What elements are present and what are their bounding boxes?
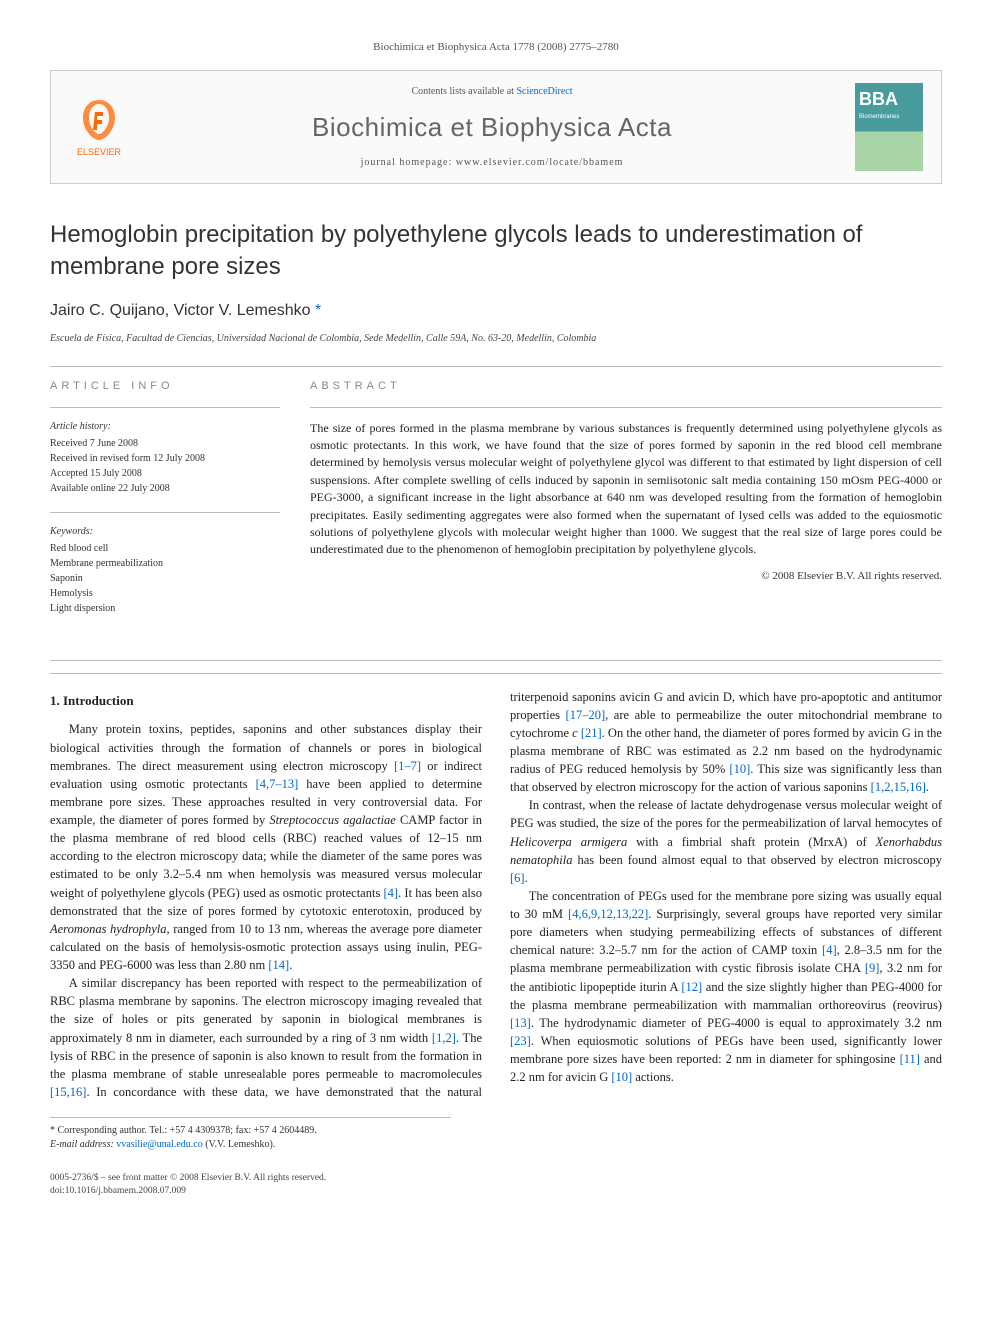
text-run: has been found almost equal to that obse… [573,853,943,867]
citation-link[interactable]: [1–7] [394,759,421,773]
divider [50,366,942,367]
corresponding-star-icon: * [315,302,321,319]
keyword: Saponin [50,571,280,586]
homepage-prefix: journal homepage: [361,157,456,168]
citation-link[interactable]: [23] [510,1034,531,1048]
text-run: A similar discrepancy has been reported … [50,976,482,1044]
journal-cover-icon: BBA Biomembranes [855,83,923,171]
contents-prefix: Contents lists available at [411,86,516,97]
citation-link[interactable]: [4] [822,943,837,957]
citation-link[interactable]: [6] [510,871,525,885]
accepted-date: Accepted 15 July 2008 [50,466,280,481]
abstract-label: ABSTRACT [310,379,942,394]
keyword: Membrane permeabilization [50,556,280,571]
article-title: Hemoglobin precipitation by polyethylene… [50,219,942,281]
citation-link[interactable]: [12] [681,980,702,994]
running-header: Biochimica et Biophysica Acta 1778 (2008… [50,40,942,55]
article-info-column: ARTICLE INFO Article history: Received 7… [50,379,280,631]
email-label: E-mail address: [50,1139,116,1150]
species-name: Aeromonas hydrophyla [50,922,167,936]
divider [50,660,942,661]
citation-link[interactable]: [4] [384,886,399,900]
citation-link[interactable]: [13] [510,1016,531,1030]
sciencedirect-link[interactable]: ScienceDirect [516,86,572,97]
cover-abbrev: BBA [859,87,919,112]
star-icon: * [50,1125,58,1136]
citation-link[interactable]: [4,6,9,12,13,22] [568,907,648,921]
affiliation: Escuela de Física, Facultad de Ciencias,… [50,332,942,346]
paragraph: Many protein toxins, peptides, saponins … [50,720,482,974]
citation-link[interactable]: [10] [611,1070,632,1084]
keyword: Red blood cell [50,541,280,556]
abstract-column: ABSTRACT The size of pores formed in the… [310,379,942,631]
authors-text: Jairo C. Quijano, Victor V. Lemeshko [50,302,315,319]
divider [50,512,280,513]
contents-line: Contents lists available at ScienceDirec… [147,85,837,99]
citation-link[interactable]: [15,16] [50,1085,86,1099]
received-date: Received 7 June 2008 [50,436,280,451]
article-history: Article history: Received 7 June 2008 Re… [50,420,280,496]
citation-link[interactable]: [21] [578,726,602,740]
paragraph: The concentration of PEGs used for the m… [510,887,942,1086]
text-run: . [926,780,929,794]
abstract-text: The size of pores formed in the plasma m… [310,420,942,559]
citation-link[interactable]: [14] [268,958,289,972]
text-run: with a fimbrial shaft protein (MrxA) of [627,835,875,849]
doi-line: doi:10.1016/j.bbamem.2008.07.009 [50,1185,942,1198]
correspondence-line: Corresponding author. Tel.: +57 4 430937… [58,1125,317,1136]
article-info-label: ARTICLE INFO [50,379,280,394]
email-suffix: (V.V. Lemeshko). [203,1139,276,1150]
text-run: . When equiosmotic solutions of PEGs hav… [510,1034,942,1066]
email-link[interactable]: vvasilie@unal.edu.co [116,1139,202,1150]
keywords-block: Keywords: Red blood cell Membrane permea… [50,525,280,616]
citation-link[interactable]: [9] [865,961,880,975]
divider [50,407,280,408]
body-text: 1. Introduction Many protein toxins, pep… [50,673,942,1101]
citation-link[interactable]: [1,2] [432,1031,456,1045]
abstract-copyright: © 2008 Elsevier B.V. All rights reserved… [310,569,942,584]
corresponding-author-footnote: * Corresponding author. Tel.: +57 4 4309… [50,1117,451,1152]
divider [310,407,942,408]
paragraph: In contrast, when the release of lactate… [510,796,942,887]
species-name: Helicoverpa armigera [510,835,627,849]
citation-link[interactable]: [11] [900,1052,920,1066]
journal-title: Biochimica et Biophysica Acta [147,109,837,145]
citation-link[interactable]: [4,7–13] [256,777,299,791]
revised-date: Received in revised form 12 July 2008 [50,451,280,466]
text-run: In contrast, when the release of lactate… [510,798,942,830]
text-run: . [525,871,528,885]
page-footer: 0005-2736/$ – see front matter © 2008 El… [50,1172,942,1199]
authors: Jairo C. Quijano, Victor V. Lemeshko * [50,300,942,322]
homepage-url: www.elsevier.com/locate/bbamem [456,157,624,168]
citation-link[interactable]: [10] [729,762,750,776]
keyword: Light dispersion [50,601,280,616]
keyword: Hemolysis [50,586,280,601]
front-matter-line: 0005-2736/$ – see front matter © 2008 El… [50,1172,942,1185]
section-heading: 1. Introduction [50,692,482,711]
text-run: actions. [632,1070,674,1084]
citation-link[interactable]: [17–20] [566,708,606,722]
elsevier-logo: ELSEVIER [69,95,129,160]
divider [50,673,942,674]
history-heading: Article history: [50,420,280,434]
cover-subtitle: Biomembranes [859,113,919,121]
text-run: . [289,958,292,972]
online-date: Available online 22 July 2008 [50,481,280,496]
text-run: . The hydrodynamic diameter of PEG-4000 … [531,1016,942,1030]
keywords-heading: Keywords: [50,525,280,539]
citation-link[interactable]: [1,2,15,16] [871,780,926,794]
journal-banner: ELSEVIER Contents lists available at Sci… [50,70,942,184]
journal-homepage: journal homepage: www.elsevier.com/locat… [147,156,837,170]
species-name: Streptococcus agalactiae [269,813,396,827]
elsevier-label: ELSEVIER [77,146,121,159]
